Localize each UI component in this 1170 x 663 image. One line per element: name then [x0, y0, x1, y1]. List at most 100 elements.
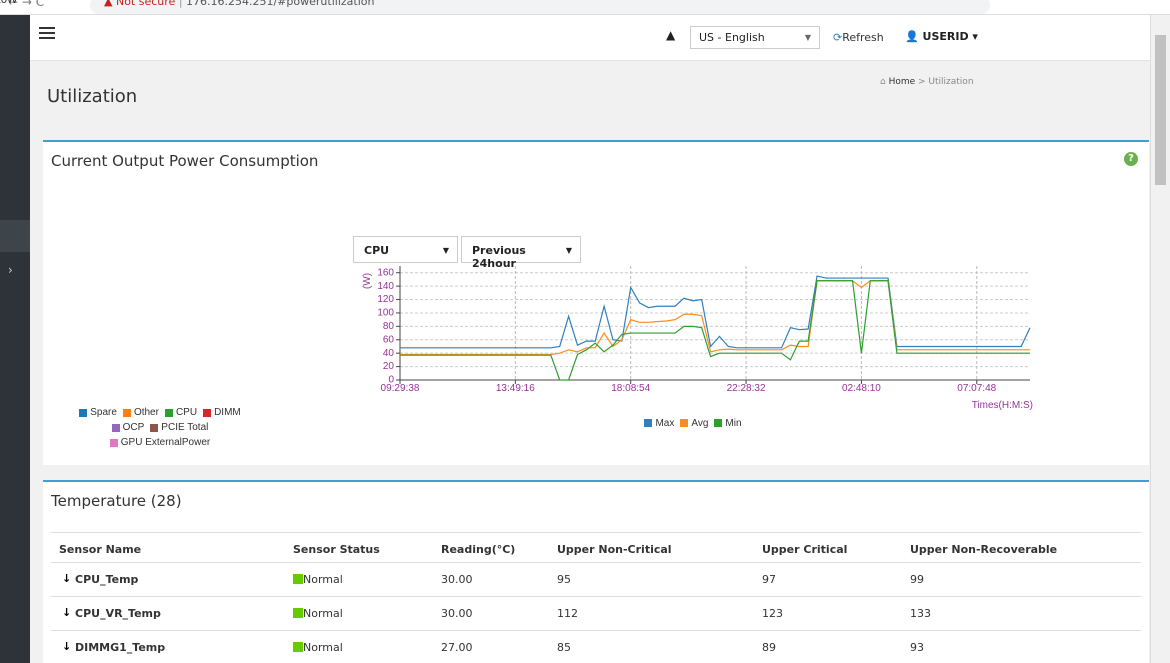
cell: 30.00 — [441, 607, 473, 620]
legend-swatch — [714, 419, 723, 427]
legend-swatch — [109, 439, 118, 447]
sort-icon: ↓ — [62, 572, 72, 585]
scroll-thumb[interactable] — [1155, 35, 1166, 185]
legend-label: Min — [725, 417, 742, 429]
table-rule — [51, 532, 1141, 533]
column-header: Sensor Status — [293, 543, 380, 556]
legend-swatch — [203, 409, 212, 417]
legend-item: Max — [644, 418, 674, 429]
legend-label: Max — [655, 417, 675, 429]
legend-label: DIMM — [214, 407, 241, 418]
breadcrumb-current: Utilization — [928, 77, 974, 87]
legend-label: Spare — [90, 407, 117, 418]
url: 176.16.254.251/#powerutilization — [186, 0, 375, 8]
legend-label: Avg — [691, 417, 709, 429]
legend-swatch — [164, 409, 173, 417]
column-header: Reading(°C) — [441, 543, 516, 556]
component-select[interactable]: CPU ▼ — [353, 236, 458, 263]
cell: 27.00 — [441, 641, 473, 654]
legend-item: Spare — [79, 406, 117, 420]
legend-swatch — [79, 409, 88, 417]
sensor-status: Normal — [303, 641, 343, 654]
sensor-name: CPU_VR_Temp — [75, 607, 161, 620]
power-panel: Current Output Power Consumption ? CPU ▼ … — [43, 140, 1149, 465]
warning-icon[interactable]: ▲ — [666, 28, 676, 42]
legend-swatch — [122, 409, 131, 417]
legend-item: CPU — [164, 406, 198, 420]
column-header: Upper Non-Critical — [557, 543, 672, 556]
sensor-status: Normal — [303, 607, 343, 620]
cell: 99 — [910, 573, 924, 586]
legend-item: OCP — [111, 421, 145, 435]
language-select[interactable]: US - English ▼ — [690, 26, 820, 49]
refresh-button[interactable]: ⟳Refresh — [833, 31, 884, 44]
cell: 133 — [910, 607, 931, 620]
donut-legend: Spare Other CPU DIMM OCP PCIE Total GPU Extern… — [60, 405, 260, 450]
cell: 123 — [762, 607, 783, 620]
cell: 97 — [762, 573, 776, 586]
legend-label: Other — [133, 407, 159, 418]
line-legend: Max Avg Min — [573, 412, 813, 431]
sensor-name: DIMMG1_Temp — [75, 641, 166, 654]
legend-item: Avg — [680, 418, 708, 429]
temperature-panel: Temperature (28) Sensor Name Sensor Statu… — [43, 480, 1149, 663]
sidebar-item[interactable] — [0, 220, 30, 252]
security-warning: ▲ Not secure | 176.16.254.251/#powerutil… — [104, 0, 374, 8]
browser-bar: ← → C ▲ Not secure | 176.16.254.251/#pow… — [0, 0, 1170, 15]
legend-label: CPU — [175, 407, 198, 418]
legend-item: Min — [714, 417, 742, 429]
sort-icon: ↓ — [62, 606, 72, 619]
column-header: Upper Non-Recoverable — [910, 543, 1058, 556]
help-icon[interactable]: ? — [1124, 152, 1138, 166]
legend-label: GPU ExternalPower — [120, 437, 211, 448]
row-rule — [51, 562, 1141, 563]
status-icon — [293, 608, 303, 618]
cell: 95 — [557, 573, 571, 586]
period-select[interactable]: Previous 24hour ▼ — [461, 236, 581, 270]
address-bar[interactable] — [90, 0, 990, 14]
sensor-status: Normal — [303, 573, 343, 586]
legend-swatch — [150, 424, 159, 432]
sensor-table: Sensor Name Sensor Status Reading(°C) Upper… — [51, 532, 1141, 663]
status-icon — [293, 642, 303, 652]
column-header: Sensor Name — [59, 543, 142, 556]
user-text: USERID — [922, 30, 969, 43]
menu-button[interactable] — [39, 27, 55, 29]
column-header: Upper Critical — [762, 543, 848, 556]
cell: 112 — [557, 607, 578, 620]
refresh-text: Refresh — [842, 31, 884, 44]
user-menu[interactable]: 👤 USERID ▾ — [905, 30, 978, 43]
nav-buttons[interactable]: ← → C — [8, 0, 45, 9]
legend-item: DIMM — [203, 406, 241, 420]
period-value: Previous 24hour — [472, 244, 526, 270]
legend-item: Other — [122, 406, 159, 420]
sidebar: › — [0, 15, 30, 663]
legend-label: OCP — [122, 422, 145, 433]
legend-swatch — [680, 419, 689, 427]
page-title: Utilization — [47, 86, 138, 107]
security-text: Not secure — [115, 0, 176, 8]
sort-icon: ↓ — [62, 640, 72, 653]
cell: 85 — [557, 641, 571, 654]
legend-swatch — [111, 424, 120, 432]
cell: 89 — [762, 641, 776, 654]
scrollbar[interactable] — [1150, 15, 1170, 663]
sensor-name: CPU_Temp — [75, 573, 139, 586]
component-value: CPU — [364, 244, 390, 257]
sidebar-arrow[interactable]: › — [8, 263, 13, 277]
panel-title: Temperature (28) — [51, 492, 182, 510]
legend-swatch — [644, 419, 653, 427]
legend-item: GPU ExternalPower — [109, 436, 211, 450]
language: US - English — [699, 31, 765, 44]
panel-title: Current Output Power Consumption — [51, 152, 319, 170]
legend-label: PCIE Total — [161, 422, 209, 433]
row-rule — [51, 596, 1141, 597]
cell: 30.00 — [441, 573, 473, 586]
breadcrumb-home[interactable]: Home — [888, 77, 916, 87]
status-icon — [293, 574, 303, 584]
top-nav: ▲ US - English ▼ ⟳Refresh 👤 USERID ▾ — [30, 15, 1150, 61]
cell: 93 — [910, 641, 924, 654]
breadcrumb: ⌂ Home > Utilization — [880, 77, 974, 87]
legend-item: PCIE Total — [150, 421, 208, 435]
